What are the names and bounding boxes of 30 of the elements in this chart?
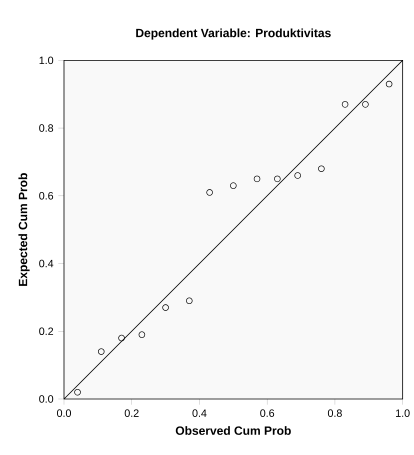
y-tick-label: 0.8 <box>39 124 54 132</box>
x-axis-title: Observed Cum Prob <box>176 426 291 435</box>
y-tick-label: 0.4 <box>39 260 54 268</box>
point <box>74 388 81 396</box>
x-tick-label: 0.8 <box>328 409 342 417</box>
x-tick-label: 0.2 <box>124 409 139 417</box>
point <box>138 331 146 338</box>
y-tick-label: 0.0 <box>39 395 54 403</box>
point <box>230 182 237 189</box>
point <box>186 298 193 304</box>
x-tick-label: 0.4 <box>192 409 207 417</box>
y-axis-title: Expected Cum Prob <box>18 173 30 286</box>
point <box>254 176 260 182</box>
x-tick-label: 0.6 <box>260 409 274 417</box>
x-tick-label: 1.0 <box>396 409 410 417</box>
point <box>98 348 105 355</box>
y-tick-label: 0.6 <box>39 192 54 200</box>
x-tick-label: 0.0 <box>57 409 71 417</box>
y-tick-label: 0.2 <box>39 327 54 336</box>
chart-title: Dependent Variable: Produktivitas <box>136 28 331 40</box>
point <box>318 165 325 172</box>
y-tick-label: 1.0 <box>40 56 54 64</box>
point <box>274 176 281 182</box>
point <box>386 80 392 88</box>
point <box>362 101 369 108</box>
point <box>206 189 213 196</box>
point <box>294 172 301 179</box>
point <box>118 334 125 342</box>
point <box>162 304 169 311</box>
point <box>342 101 348 108</box>
